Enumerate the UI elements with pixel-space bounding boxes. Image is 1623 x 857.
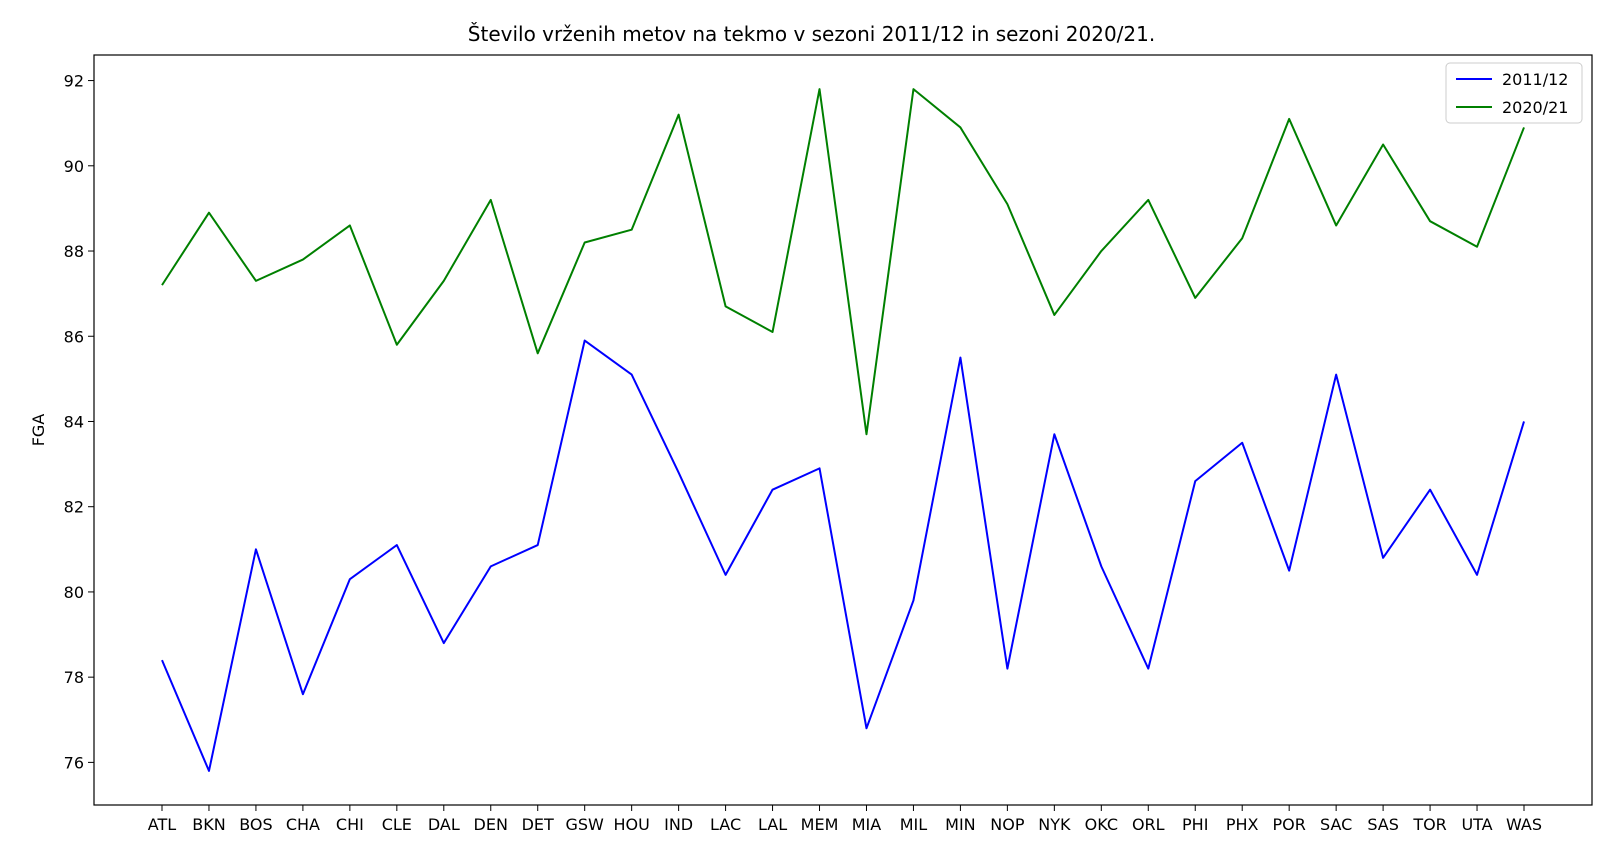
x-tick-label: CHA	[286, 815, 320, 834]
x-tick-label: PHX	[1226, 815, 1259, 834]
legend-label: 2020/21	[1502, 98, 1568, 117]
x-tick-label: NYK	[1038, 815, 1071, 834]
x-tick-label: MIN	[945, 815, 976, 834]
plot-frame	[93, 54, 1593, 806]
x-tick-label: HOU	[613, 815, 649, 834]
x-tick-label: SAC	[1320, 815, 1352, 834]
series-lines	[161, 88, 1525, 772]
legend-label: 2011/12	[1502, 70, 1568, 89]
x-tick-label: PHI	[1182, 815, 1208, 834]
y-tick-label: 90	[64, 157, 84, 176]
x-tick-label: ORL	[1132, 815, 1165, 834]
x-tick-label: DAL	[428, 815, 460, 834]
x-tick-label: OKC	[1085, 815, 1118, 834]
y-tick-label: 84	[64, 412, 84, 431]
x-tick-label: SAS	[1367, 815, 1399, 834]
x-tick-label: LAL	[758, 815, 787, 834]
x-tick-label: BOS	[239, 815, 272, 834]
series-line-1	[161, 88, 1525, 436]
x-tick-label: MIL	[900, 815, 928, 834]
legend: 2011/12 2020/21	[1445, 62, 1583, 124]
y-tick-label: 78	[64, 668, 84, 687]
chart-title: Število vrženih metov na tekmo v sezoni …	[467, 22, 1156, 46]
x-tick-label: ATL	[148, 815, 176, 834]
x-tick-label: IND	[664, 815, 693, 834]
x-tick-label: TOR	[1412, 815, 1446, 834]
y-axis: 76 78 80 82 84 86 88 90 92	[64, 72, 94, 772]
y-tick-label: 80	[64, 583, 84, 602]
y-axis-label: FGA	[29, 414, 48, 447]
x-tick-label: NOP	[990, 815, 1025, 834]
x-tick-label: GSW	[566, 815, 605, 834]
x-tick-label: BKN	[192, 815, 225, 834]
y-tick-label: 86	[64, 327, 84, 346]
x-tick-label: UTA	[1461, 815, 1492, 834]
x-tick-label: DEN	[474, 815, 508, 834]
x-tick-label: POR	[1272, 815, 1305, 834]
y-tick-label: 88	[64, 242, 84, 261]
y-tick-label: 76	[64, 753, 84, 772]
series-line-0	[161, 339, 1525, 772]
x-tick-label: MIA	[852, 815, 882, 834]
y-tick-label: 82	[64, 498, 84, 517]
x-tick-label: DET	[522, 815, 554, 834]
x-axis: ATL BKN BOS CHA CHI CLE DAL DEN DET GSW HOU IND LAC L…	[148, 805, 1542, 834]
x-tick-label: CLE	[382, 815, 412, 834]
x-tick-label: CHI	[336, 815, 364, 834]
x-tick-label: LAC	[710, 815, 741, 834]
y-tick-label: 92	[64, 72, 84, 91]
x-tick-label: WAS	[1506, 815, 1542, 834]
x-tick-label: MEM	[801, 815, 839, 834]
